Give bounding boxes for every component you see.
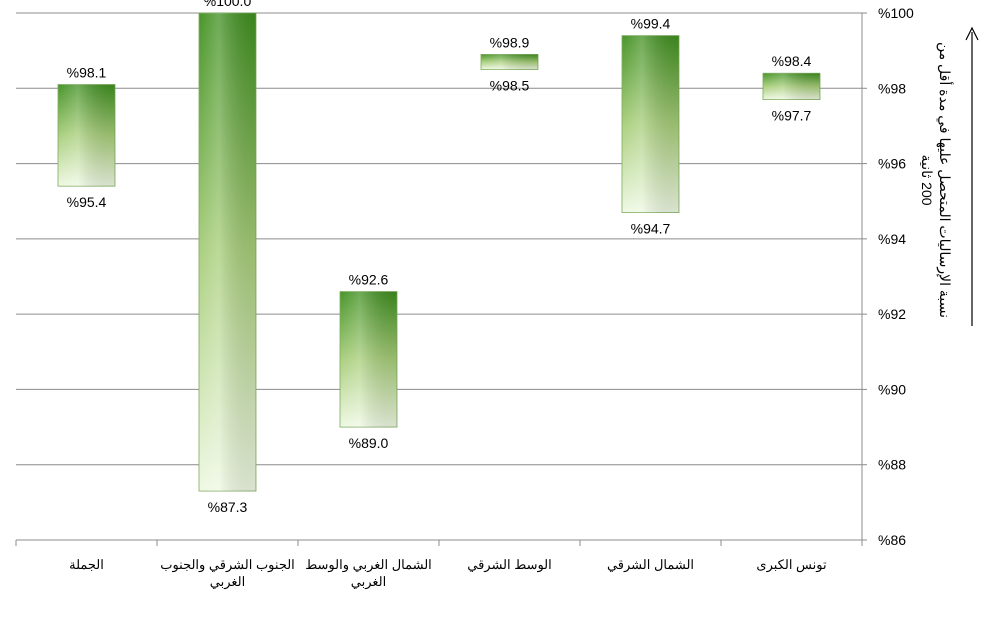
data-labels: %98.1 %95.4 %100.0 %87.3 %92.6 %89.0 %98.9 %98.…	[67, 0, 812, 515]
category-label: تونس الكبرى	[756, 557, 827, 573]
data-label-low: %97.7	[772, 108, 812, 124]
y-tick-labels: %86 %88 %90 %92 %94 %96 %98 %100	[878, 5, 914, 548]
bars	[57, 12, 821, 492]
bar-highlight	[622, 35, 679, 213]
category-label: الشمال الغربي والوسط	[305, 557, 432, 573]
y-tick-label: %88	[878, 457, 906, 473]
bar-highlight	[763, 73, 820, 100]
y-axis-title-line: 200 ثانية	[919, 154, 935, 205]
data-label-high: %98.4	[772, 53, 812, 69]
data-label-high: %98.9	[490, 34, 530, 50]
data-label-low: %94.7	[631, 221, 671, 237]
data-label-high: %100.0	[204, 0, 252, 9]
data-label-high: %92.6	[349, 272, 389, 288]
bar-highlight	[58, 84, 115, 187]
y-tick-label: %90	[878, 381, 906, 397]
x-tick-labels: الجملة الجنوب الشرقي والجنوبالغربيالشمال …	[69, 557, 827, 590]
category-label: الشمال الشرقي	[607, 557, 694, 573]
gridlines	[16, 12, 862, 466]
y-tick-label: %98	[878, 80, 906, 96]
category-label: الجنوب الشرقي والجنوب	[160, 557, 295, 573]
data-label-low: %89.0	[349, 435, 389, 451]
data-label-low: %98.5	[490, 77, 530, 93]
bar-highlight	[199, 13, 256, 492]
y-axis-title: نسبة الإرساليات المتحصل عليها في مدة أقل…	[919, 26, 979, 326]
data-label-high: %98.1	[67, 65, 107, 81]
axes	[15, 12, 867, 546]
y-tick-label: %86	[878, 532, 906, 548]
category-label: الوسط الشرقي	[467, 557, 552, 573]
y-axis-title-group: نسبة الإرساليات المتحصل عليها في مدة أقل…	[919, 42, 955, 318]
category-label: الغربي	[210, 574, 245, 590]
category-label: الجملة	[69, 557, 104, 572]
bar-highlight	[481, 54, 538, 70]
y-tick-label: %100	[878, 5, 914, 21]
y-tick-label: %94	[878, 231, 906, 247]
y-tick-label: %96	[878, 156, 906, 172]
y-axis-arrow-head	[965, 26, 979, 41]
data-label-high: %99.4	[631, 16, 671, 32]
y-axis-title-line: نسبة الإرساليات المتحصل عليها في مدة أقل…	[936, 42, 955, 318]
bar-highlight	[340, 291, 397, 428]
y-tick-label: %92	[878, 306, 906, 322]
category-label: الغربي	[351, 574, 386, 590]
data-label-low: %95.4	[67, 194, 107, 210]
data-label-low: %87.3	[208, 499, 248, 515]
